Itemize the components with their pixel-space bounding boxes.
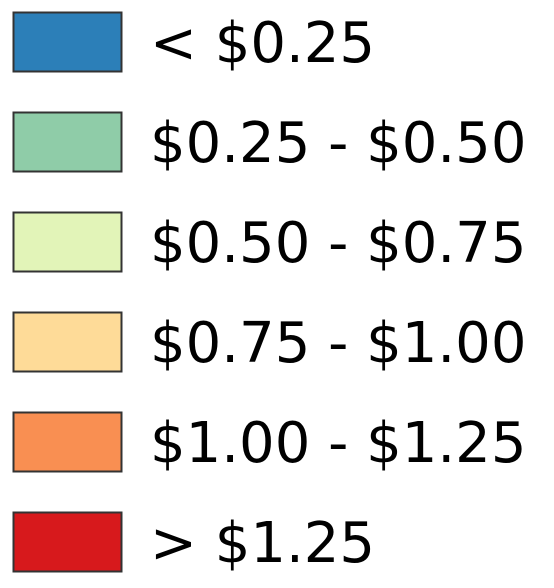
legend-swatch <box>12 311 123 373</box>
legend-label: < $0.25 <box>150 11 375 76</box>
legend-label: $0.75 - $1.00 <box>150 311 526 376</box>
legend-swatch <box>12 411 123 473</box>
legend-swatch <box>12 111 123 173</box>
legend-label: $0.25 - $0.50 <box>150 111 526 176</box>
legend-label: $1.00 - $1.25 <box>150 411 526 476</box>
legend-label: > $1.25 <box>150 511 375 576</box>
legend-swatch <box>12 511 123 573</box>
legend-label: $0.50 - $0.75 <box>150 211 526 276</box>
legend-swatch <box>12 11 123 73</box>
legend-swatch <box>12 211 123 273</box>
